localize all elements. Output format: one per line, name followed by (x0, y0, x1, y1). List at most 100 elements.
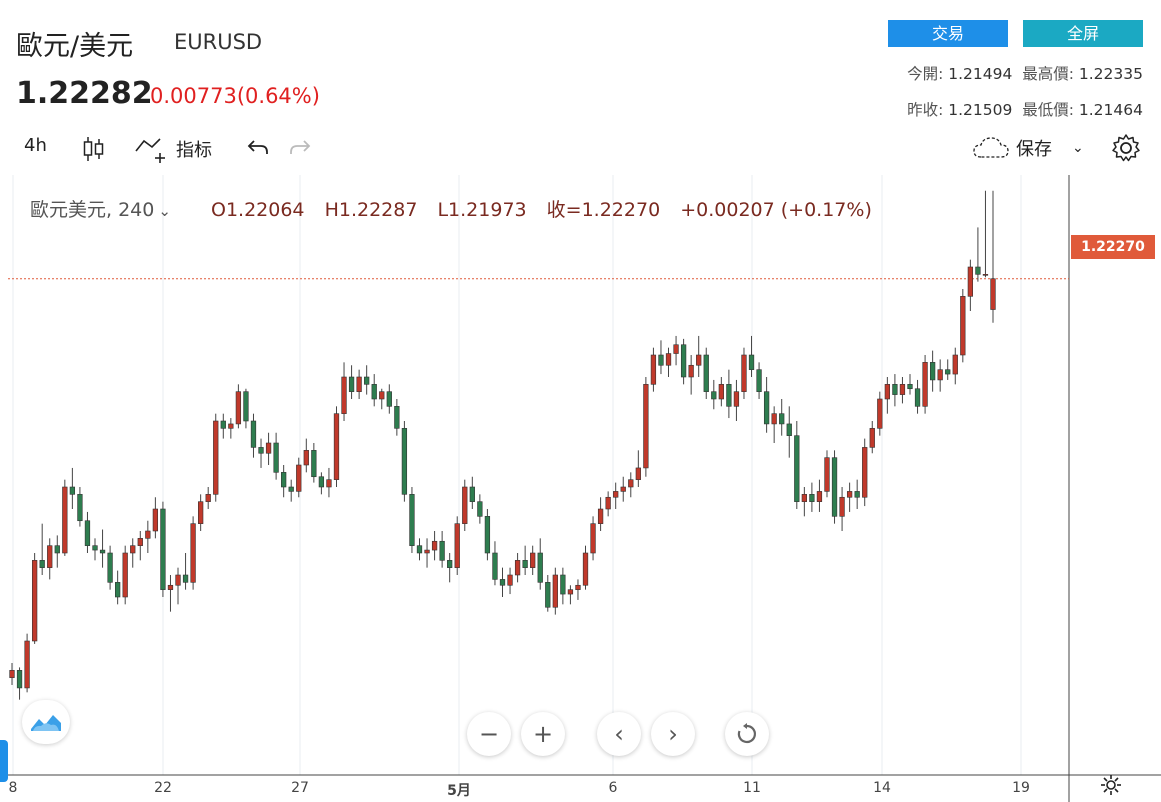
tradingview-logo[interactable] (22, 700, 70, 744)
candle-body (620, 486, 626, 492)
candle-body (560, 574, 566, 595)
prev-close-label: 昨收: (907, 101, 944, 119)
candle (605, 491, 611, 517)
trade-button[interactable]: 交易 (888, 20, 1008, 47)
candle (198, 494, 204, 531)
legend-change: +0.00207 (+0.17%) (680, 199, 872, 221)
candle (884, 377, 890, 414)
candle (869, 421, 875, 454)
candle-body (16, 670, 23, 689)
candle (167, 575, 174, 612)
scroll-left-button[interactable]: ‹ (597, 712, 641, 756)
candle (937, 359, 943, 392)
candle-body (635, 467, 641, 480)
legend-high: H1.22287 (324, 199, 418, 221)
candle-body (779, 413, 785, 425)
candle-body (198, 501, 204, 524)
candle-body (469, 486, 475, 502)
candle (650, 347, 657, 392)
undo-icon[interactable] (246, 135, 270, 159)
chevron-down-icon[interactable]: ⌄ (158, 202, 171, 220)
high-label: 最高價: (1022, 65, 1074, 83)
candle-body (333, 413, 340, 480)
candle (560, 567, 566, 605)
candle-body (990, 278, 996, 310)
candle-body (824, 457, 830, 492)
candle (462, 479, 468, 531)
candle (152, 497, 159, 539)
candle-body (786, 423, 792, 436)
candle (673, 335, 679, 366)
candle-body (341, 376, 347, 414)
candle (846, 482, 853, 512)
candle (711, 379, 717, 410)
candle (469, 476, 475, 509)
candle (273, 432, 279, 480)
interval-selector[interactable]: 4h (24, 135, 47, 156)
candle (454, 516, 460, 575)
candle (597, 497, 604, 531)
candle (288, 479, 294, 502)
candle (530, 545, 536, 575)
candle (265, 432, 272, 465)
indicators-icon (135, 138, 165, 163)
candle (39, 523, 45, 575)
candle-body (318, 476, 325, 488)
candle-body (929, 362, 936, 381)
candle (522, 545, 528, 575)
x-tick-label: 14 (873, 780, 891, 796)
candle-body (831, 457, 838, 517)
candle-body (514, 560, 521, 576)
candle (175, 567, 181, 605)
reset-chart-button[interactable] (725, 712, 769, 756)
candle-body (265, 442, 272, 454)
candle (771, 406, 777, 443)
candle (748, 335, 755, 377)
candle-type-icon[interactable] (82, 135, 106, 163)
candle-body (688, 364, 694, 378)
candle-body (975, 266, 981, 275)
time-axis-settings-icon[interactable] (1100, 774, 1122, 800)
candle (281, 465, 287, 498)
save-button[interactable]: 保存 ⌄ (972, 135, 1084, 161)
legend-series-name[interactable]: 歐元美元, 240 (30, 199, 155, 221)
zoom-in-button[interactable]: + (521, 712, 565, 756)
candle (371, 374, 377, 407)
candle-body (137, 538, 143, 546)
candle-body (182, 574, 189, 583)
candle-body (24, 640, 30, 689)
side-panel-tab[interactable] (0, 740, 8, 782)
candle-body (303, 450, 309, 466)
candle (726, 369, 732, 419)
candle-body (575, 584, 581, 590)
candle-body (869, 428, 875, 448)
reset-icon (737, 723, 756, 744)
candle-body (703, 354, 709, 392)
candle-body (439, 540, 445, 561)
candle (643, 377, 649, 477)
candle-body (854, 491, 860, 498)
candle-body (914, 388, 921, 407)
candle-body (673, 344, 679, 354)
indicators-button[interactable]: 指标 (134, 135, 212, 163)
candle-body (9, 670, 15, 678)
x-tick-label: 6 (608, 780, 618, 796)
candle-body (680, 344, 687, 378)
redo-icon[interactable] (288, 135, 312, 159)
candle-body (386, 391, 392, 407)
chart-legend: 歐元美元, 240 ⌄ O1.22064 H1.22287 L1.21973 收=… (30, 195, 886, 222)
fullscreen-button[interactable]: 全屏 (1023, 20, 1143, 47)
candlestick-chart[interactable] (0, 175, 1161, 802)
candle (348, 365, 355, 399)
scroll-right-button[interactable]: › (651, 712, 695, 756)
zoom-out-button[interactable]: − (467, 712, 511, 756)
candle-body (816, 491, 823, 502)
candle-body (371, 384, 377, 400)
candle-body (567, 589, 574, 595)
candle-body (945, 369, 951, 375)
candle-body (801, 494, 807, 502)
candle-body (484, 516, 491, 554)
settings-gear-icon[interactable] (1110, 132, 1142, 164)
candle (77, 487, 83, 527)
candle (975, 227, 981, 282)
